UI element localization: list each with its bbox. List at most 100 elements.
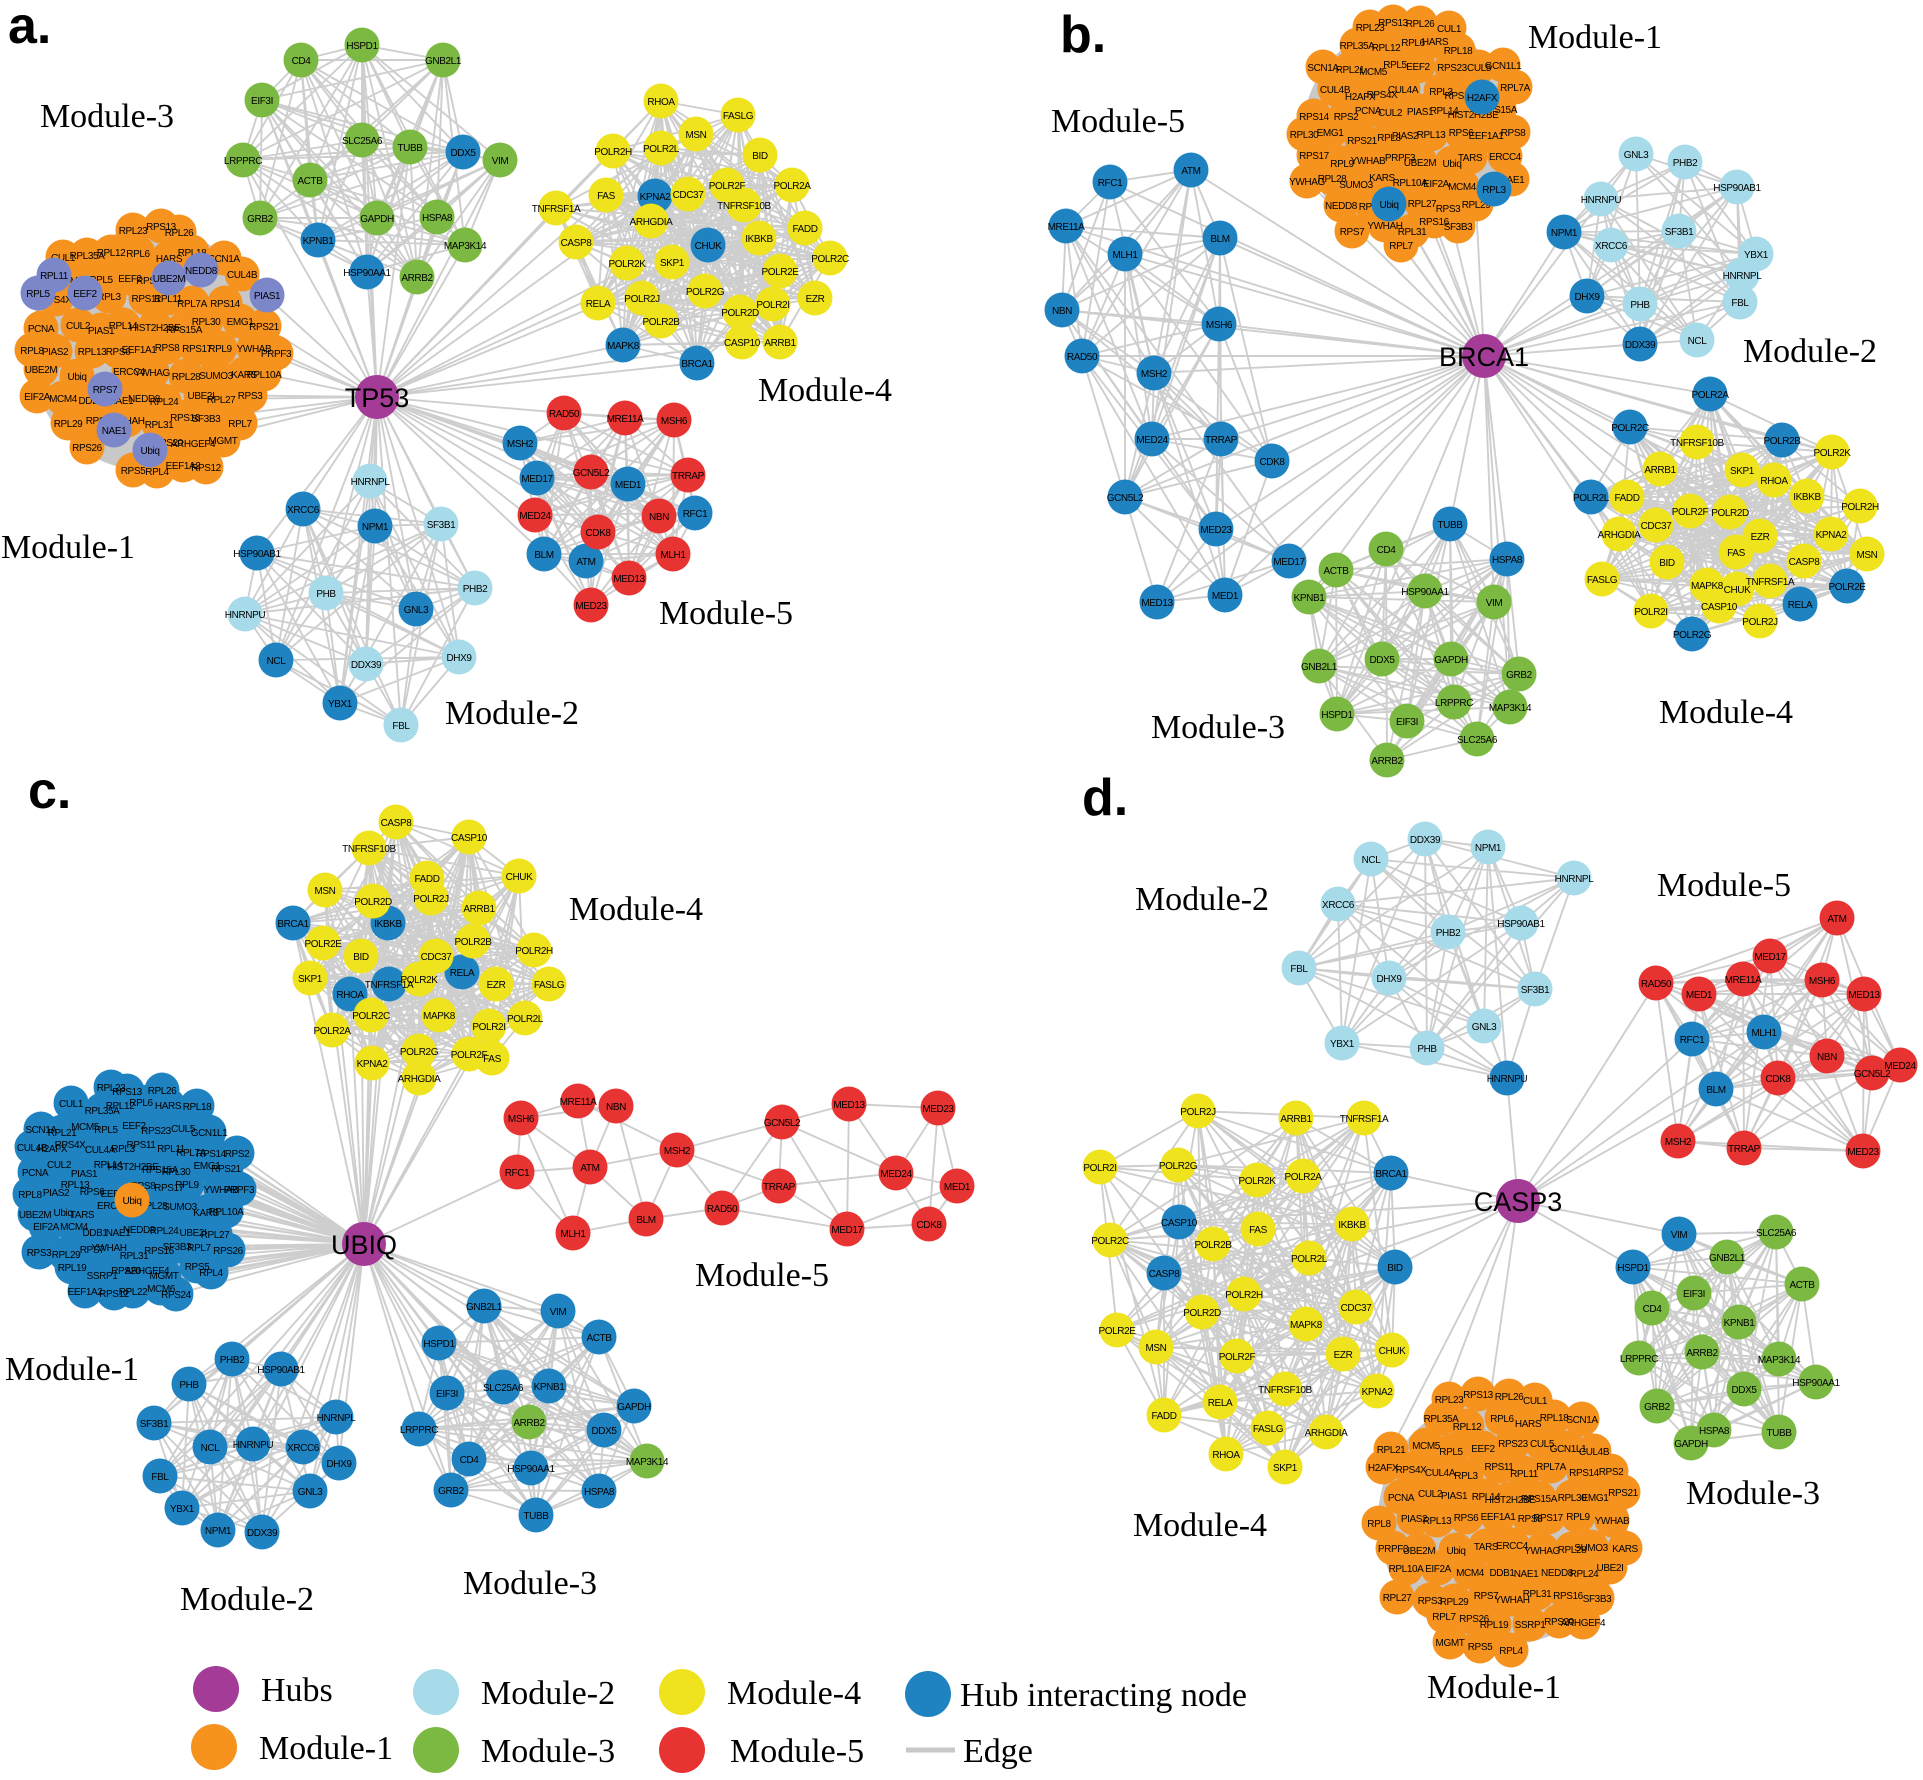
svg-text:CUL1: CUL1 (1523, 1396, 1548, 1407)
svg-text:HIST2H2BE: HIST2H2BE (130, 323, 182, 334)
svg-text:RPL3: RPL3 (111, 1144, 135, 1155)
svg-text:RPL26: RPL26 (148, 1086, 177, 1097)
svg-text:RPS20: RPS20 (111, 1266, 142, 1277)
svg-text:CASP8: CASP8 (381, 818, 413, 829)
svg-text:POLR2B: POLR2B (1194, 1240, 1232, 1251)
svg-text:HNRNPU: HNRNPU (1581, 195, 1622, 206)
svg-text:HSPD1: HSPD1 (423, 1339, 455, 1350)
svg-text:HNRNPL: HNRNPL (1555, 874, 1595, 885)
svg-text:RHOA: RHOA (1212, 1450, 1240, 1461)
svg-text:BLM: BLM (1706, 1085, 1725, 1096)
svg-text:RAD50: RAD50 (707, 1204, 738, 1215)
svg-text:EIF3I: EIF3I (1683, 1289, 1705, 1300)
svg-text:Module-5: Module-5 (659, 595, 793, 632)
svg-text:SLC25A6: SLC25A6 (1756, 1228, 1797, 1239)
svg-text:CUL4B: CUL4B (1579, 1447, 1610, 1458)
svg-text:RPL19: RPL19 (58, 1263, 87, 1274)
svg-text:RPS23: RPS23 (141, 1126, 172, 1137)
svg-text:PHB2: PHB2 (1436, 928, 1461, 939)
svg-text:POLR2D: POLR2D (1711, 508, 1749, 519)
svg-text:RPS17: RPS17 (182, 344, 213, 355)
svg-text:RPL21: RPL21 (48, 1128, 77, 1139)
svg-text:RPS26: RPS26 (1459, 1614, 1490, 1625)
svg-text:NEDD8: NEDD8 (1541, 1568, 1574, 1579)
svg-text:RPL7A: RPL7A (1500, 83, 1530, 94)
svg-text:GNL3: GNL3 (1624, 150, 1649, 161)
svg-text:TUBB: TUBB (1766, 1428, 1792, 1439)
svg-text:Edge: Edge (963, 1733, 1033, 1770)
svg-text:FBL: FBL (1731, 298, 1749, 309)
svg-text:HSP90AB1: HSP90AB1 (257, 1365, 305, 1376)
svg-text:KPNB1: KPNB1 (534, 1382, 566, 1393)
svg-text:POLR2I: POLR2I (1634, 607, 1667, 618)
svg-text:Ubiq: Ubiq (1443, 159, 1462, 170)
svg-text:POLR2J: POLR2J (624, 294, 660, 305)
svg-text:YWHAB: YWHAB (237, 344, 272, 355)
svg-text:RPS5: RPS5 (1468, 1642, 1493, 1653)
svg-text:RPL21: RPL21 (1377, 1445, 1406, 1456)
svg-text:CUL4A: CUL4A (85, 1145, 116, 1156)
svg-text:POLR2F: POLR2F (451, 1050, 488, 1061)
svg-text:GNB2L1: GNB2L1 (1301, 662, 1338, 673)
svg-text:GRB2: GRB2 (1506, 670, 1532, 681)
svg-text:LRPPRC: LRPPRC (400, 1425, 438, 1436)
svg-text:RPS8: RPS8 (155, 343, 180, 354)
svg-text:ARHGDIA: ARHGDIA (630, 217, 673, 228)
svg-text:GCN5L2: GCN5L2 (764, 1118, 801, 1129)
svg-text:CUL4A: CUL4A (1388, 85, 1419, 96)
svg-text:YBX1: YBX1 (328, 699, 353, 710)
svg-text:FASLG: FASLG (723, 111, 754, 122)
svg-text:FASLG: FASLG (534, 980, 565, 991)
svg-text:MRE11A: MRE11A (1048, 222, 1086, 233)
svg-text:RPL6: RPL6 (1401, 38, 1425, 49)
svg-text:RPL13: RPL13 (78, 347, 107, 358)
svg-text:RPL35A: RPL35A (1340, 41, 1376, 52)
svg-text:POLR2J: POLR2J (413, 894, 449, 905)
svg-text:RPL13: RPL13 (1423, 1516, 1452, 1527)
svg-text:CUL4B: CUL4B (227, 270, 258, 281)
svg-text:RPL13: RPL13 (1417, 130, 1446, 141)
svg-text:HSP90AB1: HSP90AB1 (1497, 919, 1545, 930)
svg-text:TUBB: TUBB (1437, 520, 1463, 531)
svg-text:DDX39: DDX39 (1625, 340, 1656, 351)
svg-text:POLR2I: POLR2I (1083, 1163, 1116, 1174)
svg-text:ARHGDIA: ARHGDIA (1305, 1428, 1348, 1439)
svg-text:HARS: HARS (1422, 37, 1449, 48)
svg-text:ATM: ATM (1181, 166, 1200, 177)
svg-text:POLR2E: POLR2E (761, 267, 799, 278)
svg-text:RPS21: RPS21 (249, 322, 280, 333)
svg-text:EMG1: EMG1 (227, 317, 255, 328)
svg-text:RPS16: RPS16 (144, 1246, 175, 1257)
svg-text:POLR2B: POLR2B (1763, 436, 1801, 447)
svg-text:POLR2L: POLR2L (1573, 493, 1610, 504)
svg-text:RPL28: RPL28 (172, 372, 201, 383)
svg-text:MED13: MED13 (1848, 990, 1880, 1001)
svg-text:TNFRSF10B: TNFRSF10B (1258, 1385, 1312, 1396)
svg-text:RPL12: RPL12 (1372, 43, 1401, 54)
svg-text:SCN1A: SCN1A (1566, 1415, 1598, 1426)
svg-text:YWHAG: YWHAG (1524, 1546, 1560, 1557)
svg-text:EZR: EZR (1751, 532, 1770, 543)
svg-text:DDX5: DDX5 (591, 1426, 617, 1437)
svg-text:MCM4: MCM4 (1456, 1568, 1485, 1579)
svg-text:PIAS1: PIAS1 (71, 1169, 98, 1180)
svg-text:MSH6: MSH6 (508, 1114, 535, 1125)
svg-text:TRRAP: TRRAP (672, 471, 705, 482)
svg-text:EMG1: EMG1 (1582, 1493, 1610, 1504)
svg-text:ERCC4: ERCC4 (113, 367, 146, 378)
svg-text:BLM: BLM (636, 1215, 655, 1226)
svg-text:KARS: KARS (1612, 1544, 1638, 1555)
svg-text:SCN1A: SCN1A (1307, 63, 1339, 74)
svg-text:H2AFX: H2AFX (1467, 93, 1498, 104)
svg-text:EEF2: EEF2 (1471, 1444, 1495, 1455)
svg-text:RPL3: RPL3 (1429, 87, 1453, 98)
svg-text:RFC1: RFC1 (1098, 178, 1123, 189)
svg-text:KPNB1: KPNB1 (303, 236, 335, 247)
svg-text:PIAS1: PIAS1 (1441, 1491, 1468, 1502)
svg-text:EEF1A1: EEF1A1 (122, 345, 158, 356)
svg-text:SKP1: SKP1 (1273, 1463, 1298, 1474)
svg-text:YWHAB: YWHAB (204, 1185, 239, 1196)
svg-text:CUL2: CUL2 (66, 321, 91, 332)
svg-text:RHOA: RHOA (1760, 476, 1788, 487)
svg-text:MCM4: MCM4 (49, 394, 78, 405)
